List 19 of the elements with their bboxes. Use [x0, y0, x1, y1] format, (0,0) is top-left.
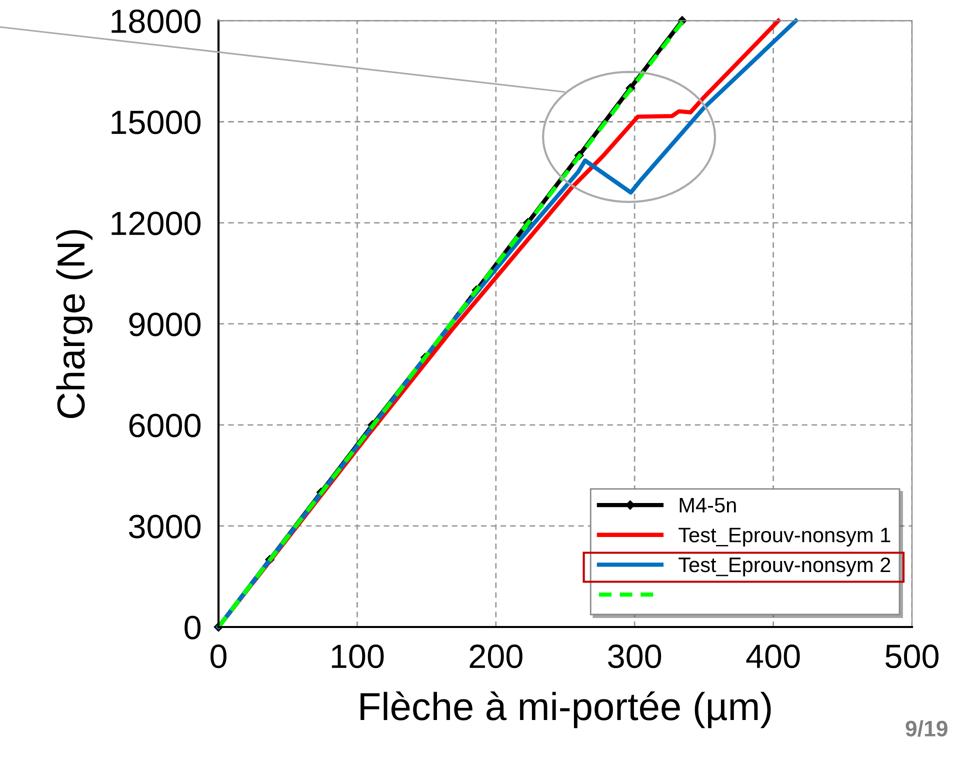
legend-label: Test_Eprouv-nonsym 1: [678, 528, 890, 546]
y-tick-label: 15000: [112, 110, 201, 134]
x-axis-title: Flèche à mi-portée (µm): [360, 691, 771, 728]
x-tick-label: 400: [746, 644, 800, 668]
x-tick-label: 300: [608, 644, 662, 668]
y-tick-label: 18000: [112, 10, 201, 34]
legend-label: M4-5n: [680, 498, 736, 513]
legend-label: Test_Eprouv-nonsym 2: [678, 557, 890, 576]
x-tick-label: 0: [210, 644, 226, 668]
x-tick-label: 200: [470, 644, 522, 668]
y-tick-label: 12000: [112, 212, 201, 236]
x-tick-label: 100: [332, 644, 384, 668]
text: 9/19: [906, 720, 948, 737]
y-tick-label: 0: [184, 616, 201, 640]
y-tick-label: 6000: [129, 414, 201, 438]
y-tick-label: 3000: [128, 514, 201, 538]
x-tick-label: 500: [886, 644, 939, 668]
y-tick-label: 9000: [129, 312, 201, 336]
y-axis-title: Charge (N): [56, 230, 92, 418]
